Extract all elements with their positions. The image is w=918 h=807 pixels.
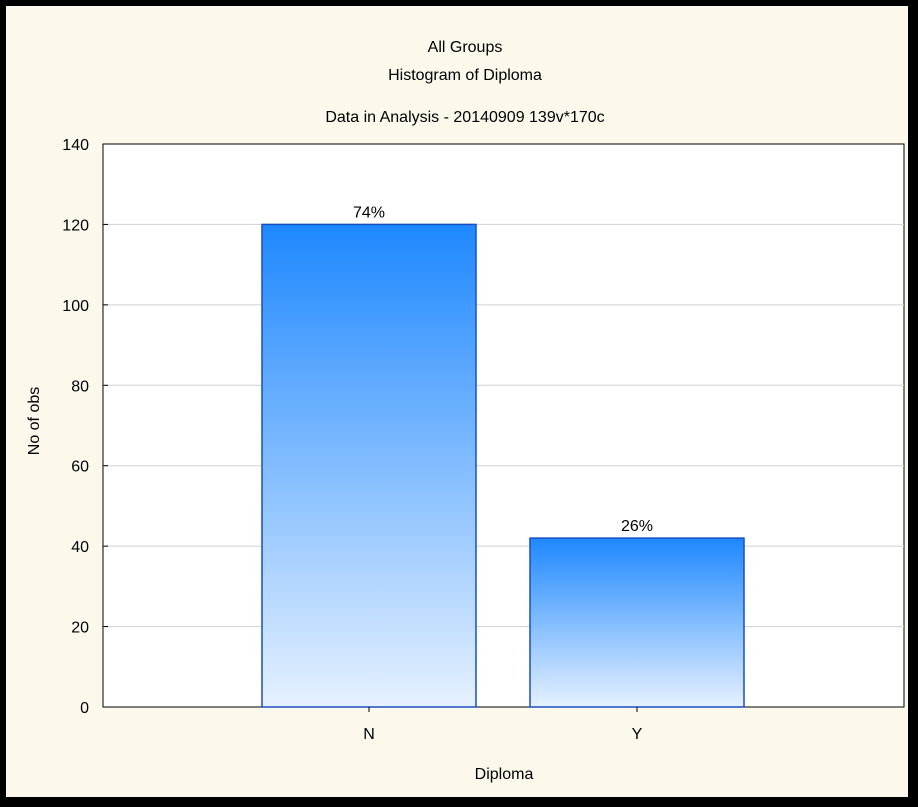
x-axis-label: Diploma <box>475 766 534 783</box>
y-tick-label: 40 <box>71 539 89 556</box>
y-axis-ticks: 0 20 40 60 80 100 120 140 <box>62 137 108 717</box>
x-tick-label-Y: Y <box>632 726 643 743</box>
bars: 74% 26% <box>261 204 745 708</box>
y-tick-label: 60 <box>71 459 89 476</box>
y-tick-label: 120 <box>62 217 89 234</box>
y-tick-label: 140 <box>62 137 89 154</box>
chart-subtitle-1: Histogram of Diploma <box>388 67 542 84</box>
gridlines <box>103 223 904 628</box>
y-tick-label: 80 <box>71 378 89 395</box>
y-tick-label: 100 <box>62 298 89 315</box>
data-label-N: 74% <box>353 204 385 221</box>
y-tick-label: 20 <box>71 620 89 637</box>
x-tick-label-N: N <box>363 726 375 743</box>
y-axis-label: No of obs <box>26 387 43 455</box>
y-tick-label: 0 <box>80 700 89 717</box>
bar-Y <box>529 537 745 708</box>
data-label-Y: 26% <box>621 518 653 535</box>
chart-title: All Groups <box>428 39 503 56</box>
bar-N <box>261 223 477 708</box>
chart-subtitle-2: Data in Analysis - 20140909 139v*170c <box>325 109 604 126</box>
plot-area <box>102 143 905 708</box>
